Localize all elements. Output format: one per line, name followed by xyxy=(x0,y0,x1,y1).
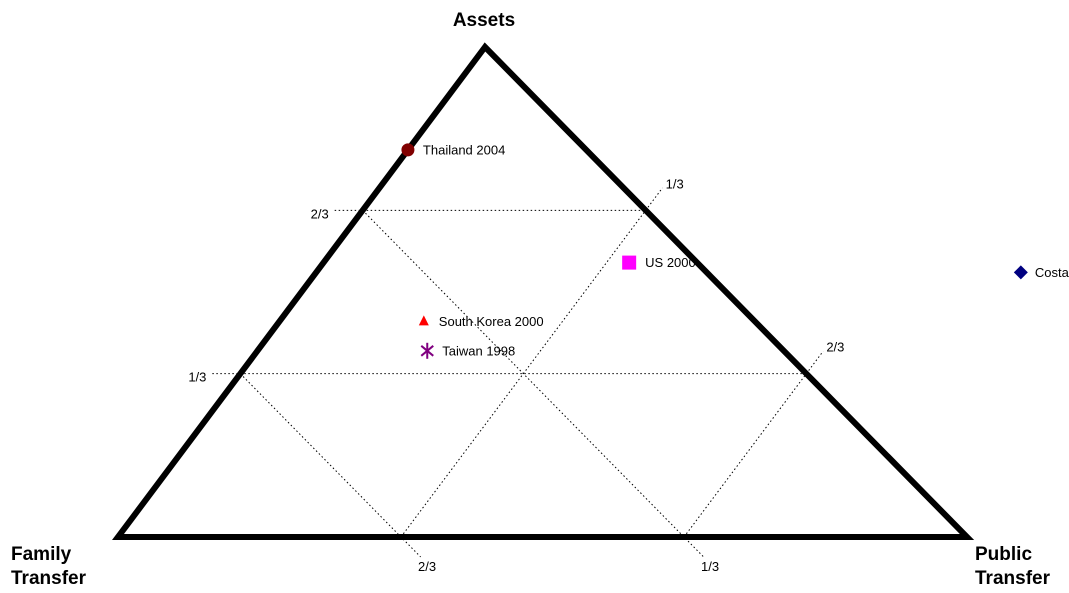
data-point-label: Taiwan 1998 xyxy=(442,343,515,358)
data-points xyxy=(401,143,1028,359)
triangle-outline xyxy=(112,42,975,540)
family-tick-label: 2/3 xyxy=(418,559,436,574)
family-tick-label: 1/3 xyxy=(701,559,719,574)
data-point-marker xyxy=(418,315,429,326)
family-guide-line xyxy=(362,209,704,558)
public-guide-line xyxy=(400,187,663,538)
data-point-label: Thailand 2004 xyxy=(423,142,505,157)
data-point-marker xyxy=(622,255,637,270)
assets-tick-label: 2/3 xyxy=(311,206,329,221)
vertex-label-assets: Assets xyxy=(453,10,515,31)
vertex-label-public-transfer: Transfer xyxy=(975,568,1051,589)
labels: 2/3 1/3 1/3 2/3 2/3 1/3 Assets Family Transfer Pu… xyxy=(11,10,1069,589)
data-point-marker xyxy=(420,342,434,359)
vertex-label-family-transfer: Transfer xyxy=(11,568,87,589)
triangle-frame xyxy=(112,42,975,540)
guide-lines xyxy=(212,187,824,558)
asterisk-stroke xyxy=(420,345,434,357)
data-point-label: Costa Rica 2004 xyxy=(1035,265,1069,280)
family-guide-line xyxy=(239,373,421,558)
vertex-label-family-transfer: Family xyxy=(11,544,72,565)
public-guide-line xyxy=(683,350,824,538)
vertex-label-public-transfer: Public xyxy=(975,544,1032,565)
data-point-marker xyxy=(401,143,415,157)
data-point-label: US 2000 xyxy=(645,255,696,270)
assets-tick-label: 1/3 xyxy=(188,370,206,385)
public-tick-label: 1/3 xyxy=(666,176,684,191)
data-point-marker xyxy=(1013,265,1028,280)
data-point-label: South Korea 2000 xyxy=(439,314,544,329)
public-tick-label: 2/3 xyxy=(826,340,844,355)
